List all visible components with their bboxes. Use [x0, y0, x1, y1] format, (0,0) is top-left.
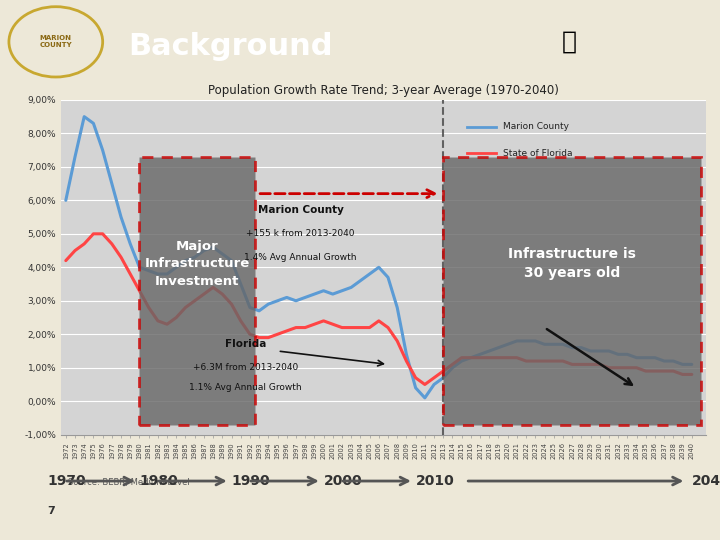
Text: Infrastructure is
30 years old: Infrastructure is 30 years old — [508, 247, 636, 280]
Text: 1.1% Avg Annual Growth: 1.1% Avg Annual Growth — [189, 383, 302, 393]
Text: 1990: 1990 — [232, 474, 270, 488]
Text: Background: Background — [128, 31, 333, 60]
Text: 7: 7 — [48, 506, 55, 516]
Title: Population Growth Rate Trend; 3-year Average (1970-2040): Population Growth Rate Trend; 3-year Ave… — [208, 84, 559, 97]
Text: +155 k from 2013-2040: +155 k from 2013-2040 — [246, 230, 355, 238]
Text: 1.4% Avg Annual Growth: 1.4% Avg Annual Growth — [244, 253, 357, 262]
Text: Florida: Florida — [225, 339, 266, 349]
Text: Source: BEBR; Medium-Level: Source: BEBR; Medium-Level — [68, 478, 189, 487]
Text: Marion County: Marion County — [258, 205, 343, 215]
Bar — [140, 157, 255, 424]
Text: 1980: 1980 — [140, 474, 178, 488]
Text: Major
Infrastructure
Investment: Major Infrastructure Investment — [144, 240, 250, 288]
Text: +6.3M from 2013-2040: +6.3M from 2013-2040 — [193, 363, 298, 372]
Text: State of Florida: State of Florida — [503, 149, 572, 158]
Bar — [444, 157, 701, 424]
Text: 1970: 1970 — [48, 474, 86, 488]
Text: MARION
COUNTY: MARION COUNTY — [40, 35, 72, 49]
Text: 2010: 2010 — [415, 474, 454, 488]
Text: 🚲: 🚲 — [562, 30, 576, 54]
Text: 2000: 2000 — [323, 474, 362, 488]
Text: 2040: 2040 — [692, 474, 720, 488]
Text: Marion County: Marion County — [503, 122, 569, 131]
